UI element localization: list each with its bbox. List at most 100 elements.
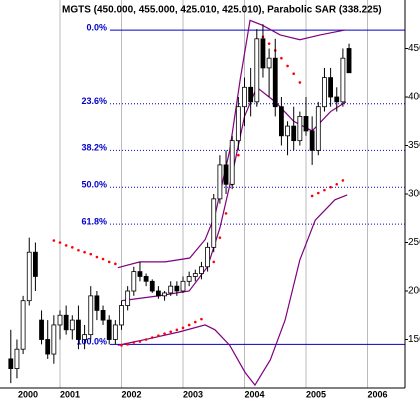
sar-dot [83, 250, 86, 254]
candle-body [322, 77, 327, 108]
candle-body [199, 266, 204, 274]
candle-body [297, 116, 303, 142]
candle-body [33, 251, 38, 277]
sar-dot [175, 328, 179, 332]
candle-body [186, 276, 192, 282]
sar-dot [218, 236, 222, 239]
sar-dot [77, 248, 80, 252]
fib-label: 61.8% [81, 216, 107, 226]
sar-dot [58, 241, 62, 244]
bollinger-band [117, 194, 348, 387]
y-tick-label: 150 [408, 334, 420, 345]
fib-label: 100.0% [76, 337, 107, 347]
sar-dot [163, 332, 166, 335]
candle-body [63, 314, 69, 331]
x-tick-label: 2001 [60, 389, 80, 399]
candle-body [340, 57, 346, 103]
candle-body [14, 348, 20, 370]
candle-body [57, 314, 63, 326]
candle-body [211, 198, 217, 248]
candle-body [346, 48, 352, 74]
candle-body [260, 38, 266, 69]
y-tick-label: 300 [408, 189, 420, 200]
sar-dot [89, 252, 93, 256]
sar-dot [323, 188, 326, 192]
x-tick-label: 2005 [306, 389, 326, 399]
sar-dot [187, 323, 191, 327]
candle-body [254, 38, 260, 103]
candle-body [266, 57, 272, 69]
y-tick-label: 350 [408, 140, 420, 151]
sar-dot [114, 262, 117, 266]
sar-dot [335, 183, 339, 186]
candle-body [285, 125, 290, 137]
candle-body [51, 324, 57, 355]
candle-body [242, 86, 247, 108]
candle-body [106, 319, 112, 340]
candle-body [119, 305, 124, 326]
candle-body [8, 358, 14, 369]
candle-body [315, 106, 321, 151]
y-tick-label: 400 [408, 92, 420, 103]
candle-body [309, 130, 315, 151]
candle-body [162, 292, 167, 297]
x-tick-label: 2006 [367, 389, 387, 399]
candle-body [69, 319, 75, 331]
candle-body [205, 246, 211, 268]
candle-body [100, 309, 106, 321]
fib-label: 0.0% [86, 22, 107, 32]
candle-body [125, 290, 131, 306]
sar-dot [101, 257, 105, 261]
candle-body [137, 271, 143, 277]
y-tick-label: 250 [408, 237, 420, 248]
sar-dot [144, 338, 148, 341]
x-tick-label: 2003 [183, 389, 203, 399]
sar-dot [52, 239, 56, 242]
sar-dot [95, 255, 99, 259]
x-tick-label: 2002 [121, 389, 141, 399]
sar-dot [181, 326, 185, 330]
x-tick-label: 2000 [18, 389, 38, 399]
candle-body [20, 300, 26, 350]
candle-body [180, 280, 186, 292]
fib-label: 23.6% [81, 96, 107, 106]
candle-body [217, 164, 223, 200]
sar-dot [224, 212, 228, 215]
candle-body [272, 57, 278, 108]
fib-label: 38.2% [81, 143, 107, 153]
candle-body [82, 334, 87, 340]
sar-dot [64, 244, 68, 247]
sar-dot [126, 343, 129, 346]
sar-dot [107, 260, 111, 264]
candle-body [334, 96, 340, 103]
sar-dot [120, 344, 123, 347]
sar-dot [132, 341, 136, 344]
sar-dot [310, 194, 314, 198]
candle-body [88, 295, 94, 336]
sar-dot [329, 185, 332, 189]
y-tick-label: 200 [408, 286, 420, 297]
bollinger-band [117, 19, 345, 269]
sar-dot [138, 340, 142, 343]
chart-title: MGTS (450.000, 455.000, 425.010, 425.010… [62, 5, 382, 16]
candle-body [26, 251, 32, 302]
candle-body [303, 116, 309, 132]
x-tick-label: 2004 [244, 389, 264, 399]
candle-body [278, 106, 284, 137]
candle-body [328, 77, 334, 98]
y-tick-label: 450 [408, 43, 420, 54]
candle-body [168, 285, 174, 294]
candle-body [174, 285, 180, 292]
sar-dot [169, 330, 172, 334]
sar-dot [286, 64, 289, 68]
candle-body [229, 140, 235, 185]
sar-dot [212, 260, 216, 264]
candle-body [149, 280, 155, 292]
fib-label: 50.0% [81, 180, 107, 190]
sar-dot [150, 336, 154, 339]
sar-dot [200, 317, 203, 321]
sar-dot [298, 81, 302, 84]
candle-body [192, 273, 198, 277]
sar-dot [317, 191, 320, 195]
